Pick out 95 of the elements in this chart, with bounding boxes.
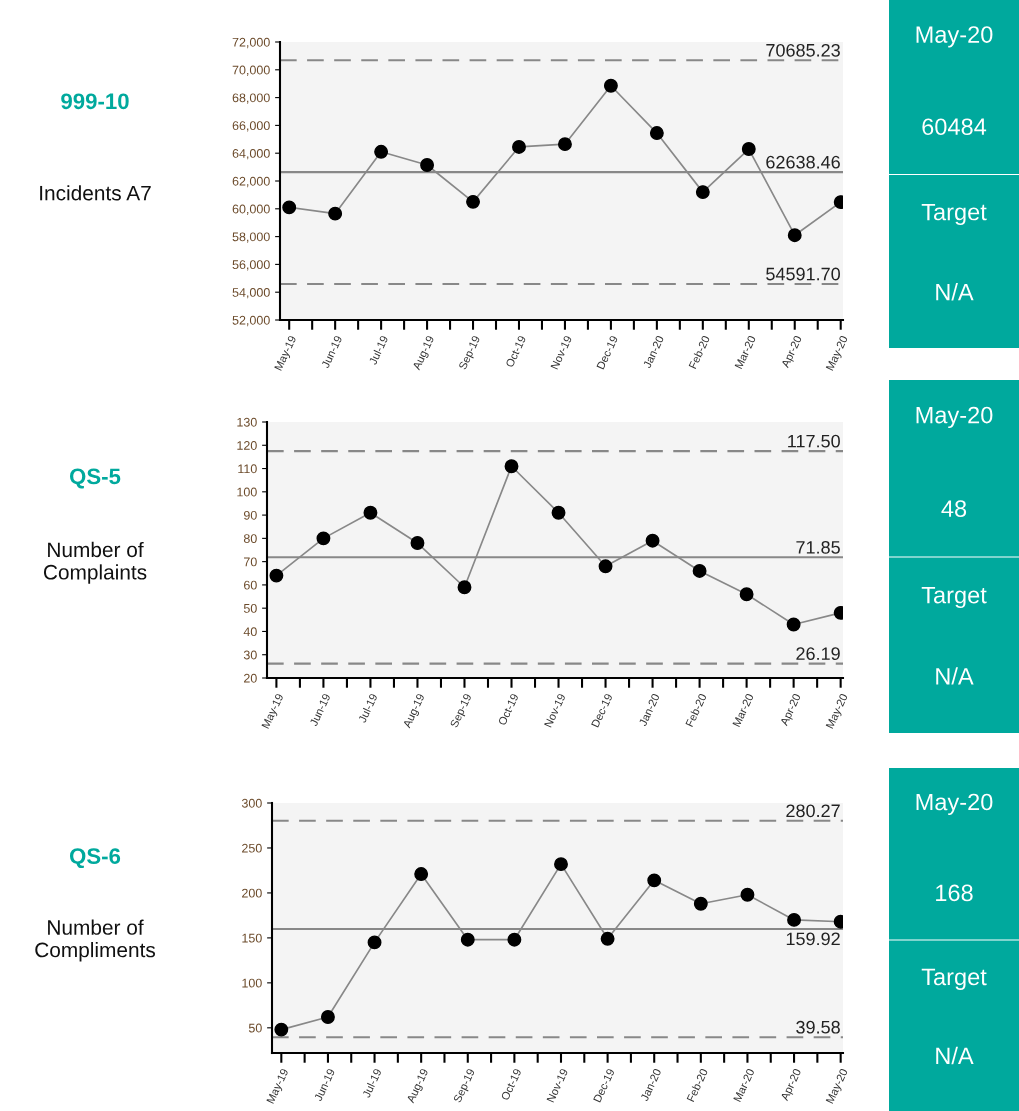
y-tick-label: 120 (237, 441, 257, 450)
point (554, 857, 568, 872)
y-tick-label: 100 (237, 487, 257, 497)
point (647, 873, 662, 888)
text: Target (921, 586, 987, 609)
point (274, 1022, 289, 1037)
ref-line-label: 39.58 (796, 1020, 840, 1034)
ref-line-label: 62638.46 (766, 155, 840, 169)
text: 48 (941, 500, 967, 517)
text: 60484 (922, 118, 987, 136)
y-tick-label: 80 (243, 534, 257, 544)
point (598, 559, 613, 574)
ref-line-label: 159.92 (786, 932, 840, 946)
point (460, 932, 475, 947)
point (363, 505, 378, 520)
y-tick-label: 300 (241, 798, 262, 808)
point (374, 144, 389, 159)
text: May-20 (916, 406, 993, 429)
ref-line-label: 280.27 (786, 804, 840, 818)
point (787, 912, 802, 927)
point (414, 867, 429, 881)
y-tick-label: 60,000 (232, 204, 270, 215)
y-tick-label: 100 (242, 978, 262, 988)
ref-line-label: 71.85 (796, 540, 840, 554)
y-tick-label: 52,000 (232, 315, 270, 327)
point (740, 887, 755, 902)
point (741, 142, 756, 156)
point (367, 935, 382, 950)
y-tick-label: 40 (243, 627, 257, 637)
text: May-20 (916, 793, 993, 816)
point (649, 126, 664, 140)
point (457, 580, 472, 595)
text: Target (921, 203, 987, 226)
point (410, 536, 425, 550)
x-tick-label: Jul-19 (357, 693, 378, 724)
point (507, 932, 522, 947)
point (420, 158, 435, 172)
point (692, 564, 707, 578)
y-tick-label: 250 (242, 843, 262, 853)
y-tick-label: 64,000 (232, 149, 270, 160)
y-tick-label: 50 (248, 1023, 262, 1033)
point (558, 137, 572, 152)
point (603, 78, 618, 93)
y-tick-label: 54,000 (232, 288, 270, 299)
y-tick-label: 70,000 (232, 65, 270, 76)
text: N/A (936, 283, 974, 301)
point (512, 139, 526, 154)
point (504, 459, 519, 474)
y-tick-label: 70 (244, 557, 257, 567)
y-tick-label: 200 (242, 888, 262, 898)
point (466, 194, 480, 209)
point (269, 568, 284, 583)
y-tick-label: 110 (238, 464, 257, 474)
y-tick-label: 60 (244, 580, 257, 590)
point (787, 228, 802, 243)
point (320, 1010, 335, 1024)
point (739, 587, 754, 602)
point (316, 531, 331, 546)
text: N/A (936, 667, 974, 685)
text: May-20 (916, 26, 993, 48)
text: Number of Compliments (35, 919, 156, 962)
y-tick-label: 58,000 (232, 232, 270, 243)
text: 999-10 (61, 93, 129, 110)
text: QS-6 (69, 848, 121, 869)
ref-line-label: 26.19 (796, 647, 840, 661)
point (786, 617, 801, 632)
x-tick-label: Jul-19 (368, 335, 389, 366)
ref-line-label: 70685.23 (766, 43, 840, 57)
ref-line-label: 54591.70 (766, 267, 840, 281)
y-tick-label: 56,000 (232, 260, 270, 271)
point (695, 185, 710, 200)
point (282, 200, 297, 215)
y-tick-label: 62,000 (232, 176, 270, 188)
text: Number of Complaints (43, 541, 147, 584)
text: N/A (936, 1046, 974, 1065)
y-tick-label: 150 (242, 933, 262, 943)
text: Incidents A7 (40, 185, 151, 201)
x-tick-label: Jul-19 (361, 1068, 382, 1099)
y-tick-label: 20 (244, 673, 257, 683)
point (328, 206, 343, 221)
y-tick-label: 72,000 (232, 37, 270, 49)
y-tick-label: 68,000 (232, 93, 270, 104)
text: 168 (936, 884, 973, 902)
point (600, 931, 615, 946)
point (645, 533, 660, 548)
point (551, 505, 566, 520)
y-tick-label: 30 (243, 650, 257, 660)
text: Target (921, 968, 987, 990)
ref-line-label: 117.50 (788, 434, 840, 448)
y-tick-label: 50 (243, 603, 257, 613)
y-tick-label: 130 (237, 417, 257, 427)
point (693, 896, 708, 911)
y-tick-label: 90 (243, 510, 257, 520)
text: QS-5 (69, 468, 121, 489)
y-tick-label: 66,000 (232, 121, 270, 132)
